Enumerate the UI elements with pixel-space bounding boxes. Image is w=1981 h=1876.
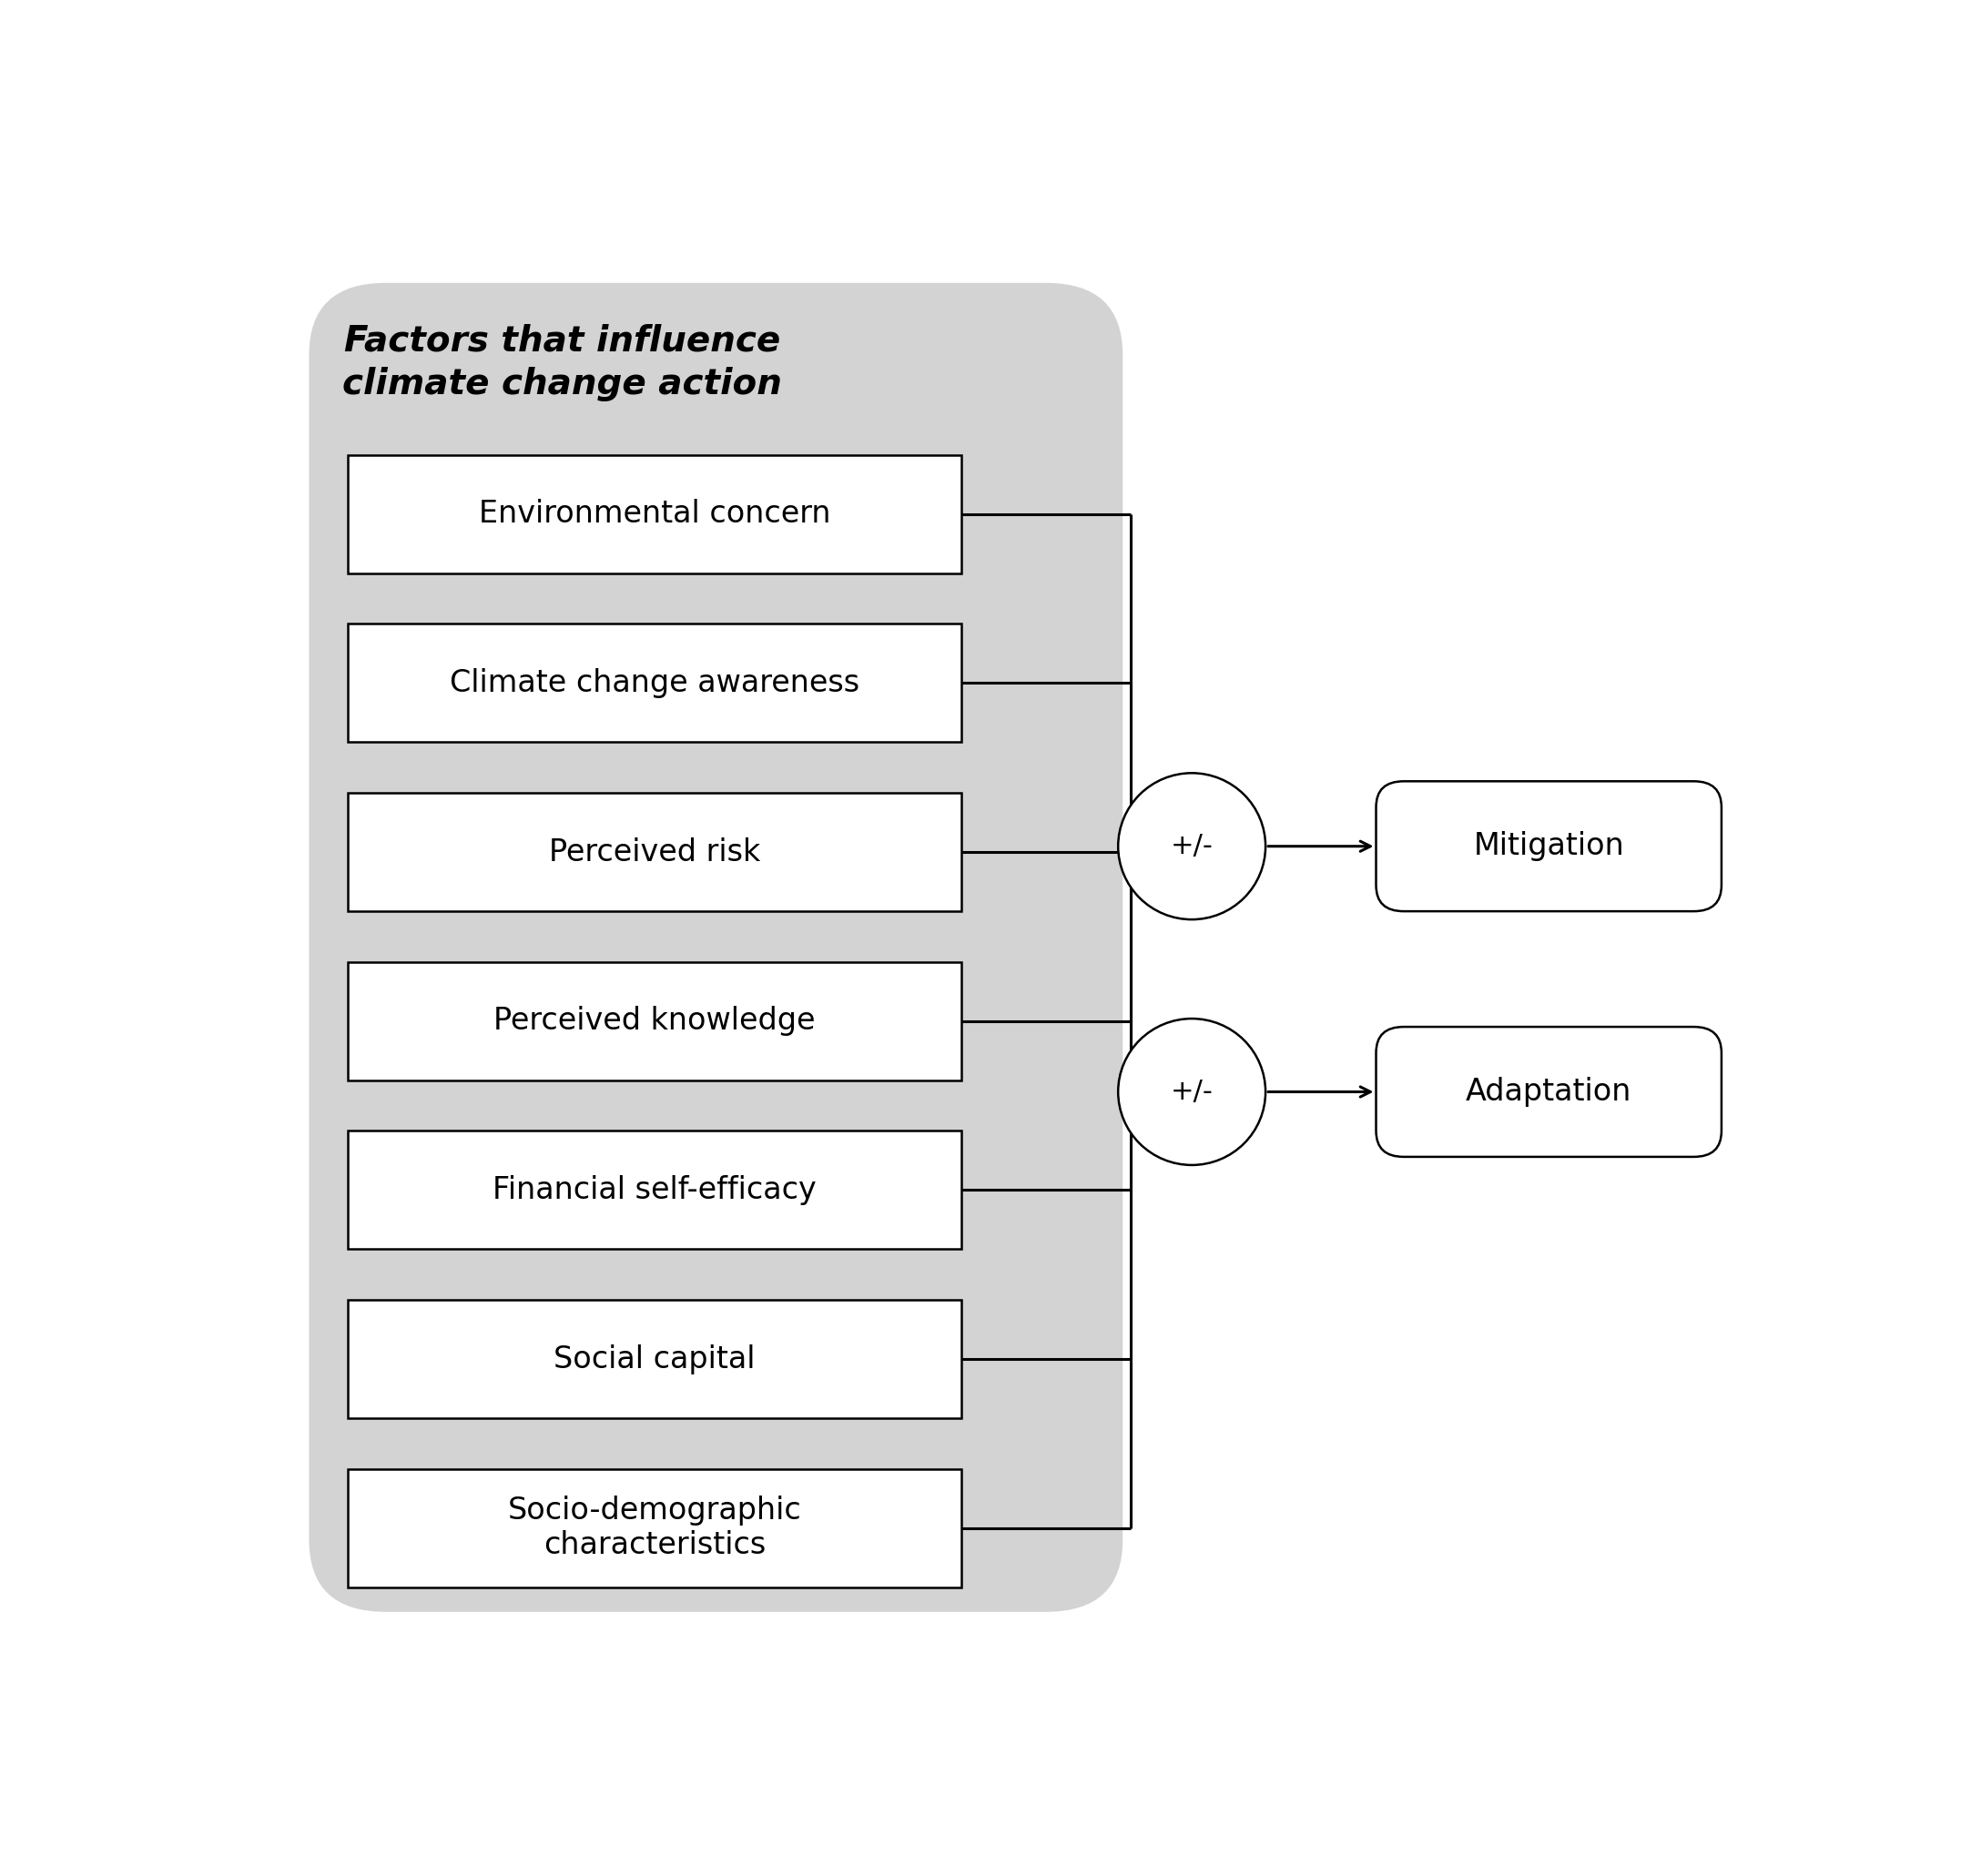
Text: Mitigation: Mitigation: [1474, 831, 1624, 861]
FancyBboxPatch shape: [309, 283, 1123, 1611]
FancyBboxPatch shape: [347, 1300, 961, 1418]
Text: Adaptation: Adaptation: [1466, 1077, 1632, 1107]
Text: Financial self-efficacy: Financial self-efficacy: [493, 1174, 816, 1204]
FancyBboxPatch shape: [347, 794, 961, 912]
FancyBboxPatch shape: [347, 625, 961, 743]
Ellipse shape: [1117, 1019, 1266, 1165]
Text: Socio-demographic
characteristics: Socio-demographic characteristics: [507, 1495, 802, 1561]
FancyBboxPatch shape: [347, 1469, 961, 1587]
Text: +/-: +/-: [1171, 833, 1212, 859]
Text: Social capital: Social capital: [553, 1343, 755, 1373]
FancyBboxPatch shape: [347, 962, 961, 1081]
Text: +/-: +/-: [1171, 1079, 1212, 1105]
FancyBboxPatch shape: [347, 1131, 961, 1249]
Text: Factors that influence
climate change action: Factors that influence climate change ac…: [343, 325, 782, 401]
FancyBboxPatch shape: [1377, 780, 1721, 912]
Text: Perceived knowledge: Perceived knowledge: [493, 1006, 816, 1036]
Ellipse shape: [1117, 773, 1266, 919]
Text: Environmental concern: Environmental concern: [479, 499, 830, 529]
Text: Perceived risk: Perceived risk: [549, 837, 761, 867]
Text: Climate change awareness: Climate change awareness: [450, 668, 860, 698]
FancyBboxPatch shape: [1377, 1026, 1721, 1157]
FancyBboxPatch shape: [347, 454, 961, 574]
